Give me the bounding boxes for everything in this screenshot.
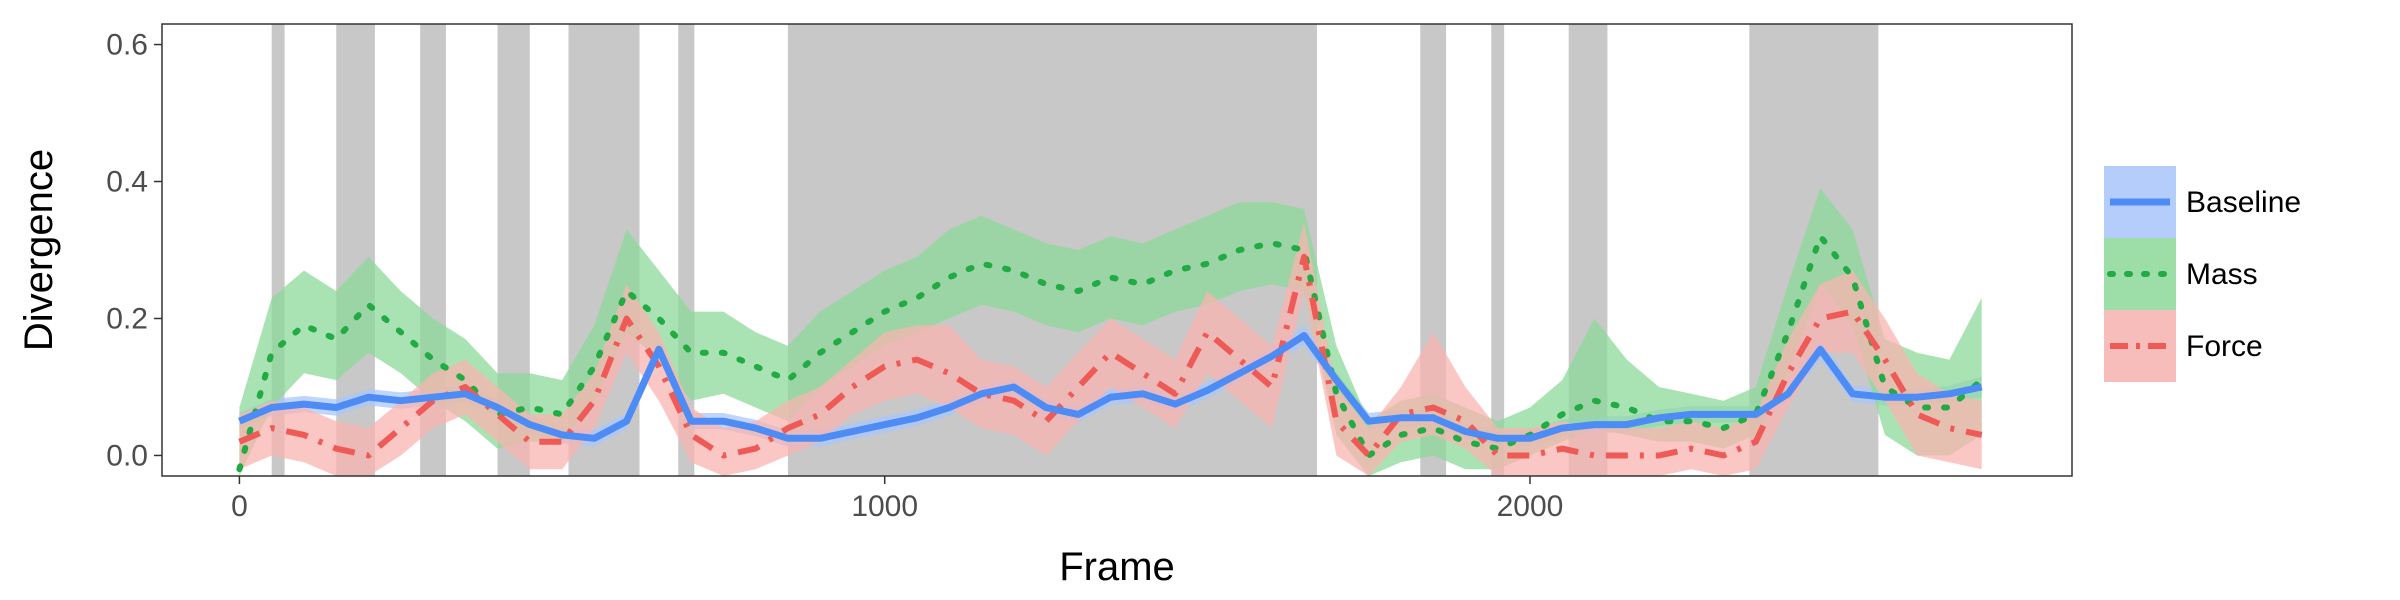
y-tick-label: 0.6: [106, 29, 148, 62]
y-tick-label: 0.0: [106, 439, 148, 472]
x-axis-title: Frame: [1059, 545, 1175, 589]
line-mass: [236, 233, 1985, 473]
confidence-bands: [239, 188, 1982, 476]
legend-label: Force: [2186, 330, 2263, 363]
band-force: [239, 222, 1982, 476]
line-force: [238, 253, 1983, 459]
x-tick-label: 0: [231, 490, 248, 523]
y-tick-label: 0.2: [106, 302, 148, 335]
legend-label: Baseline: [2186, 186, 2301, 219]
line-baseline: [238, 332, 1983, 442]
axes: 0 1000 2000 0.0 0.2 0.4 0.6: [106, 29, 1563, 523]
plot-border: [161, 23, 2073, 477]
x-tick-label: 2000: [1497, 490, 1564, 523]
series-lines: [236, 233, 1985, 473]
y-tick-label: 0.4: [106, 166, 148, 199]
y-axis-title: Divergence: [17, 149, 61, 351]
legend-label: Mass: [2186, 258, 2258, 291]
legend: Baseline Mass Force: [2104, 166, 2301, 382]
shaded-region: [1491, 24, 1505, 476]
x-tick-label: 1000: [851, 490, 918, 523]
band-mass: [239, 188, 1982, 476]
